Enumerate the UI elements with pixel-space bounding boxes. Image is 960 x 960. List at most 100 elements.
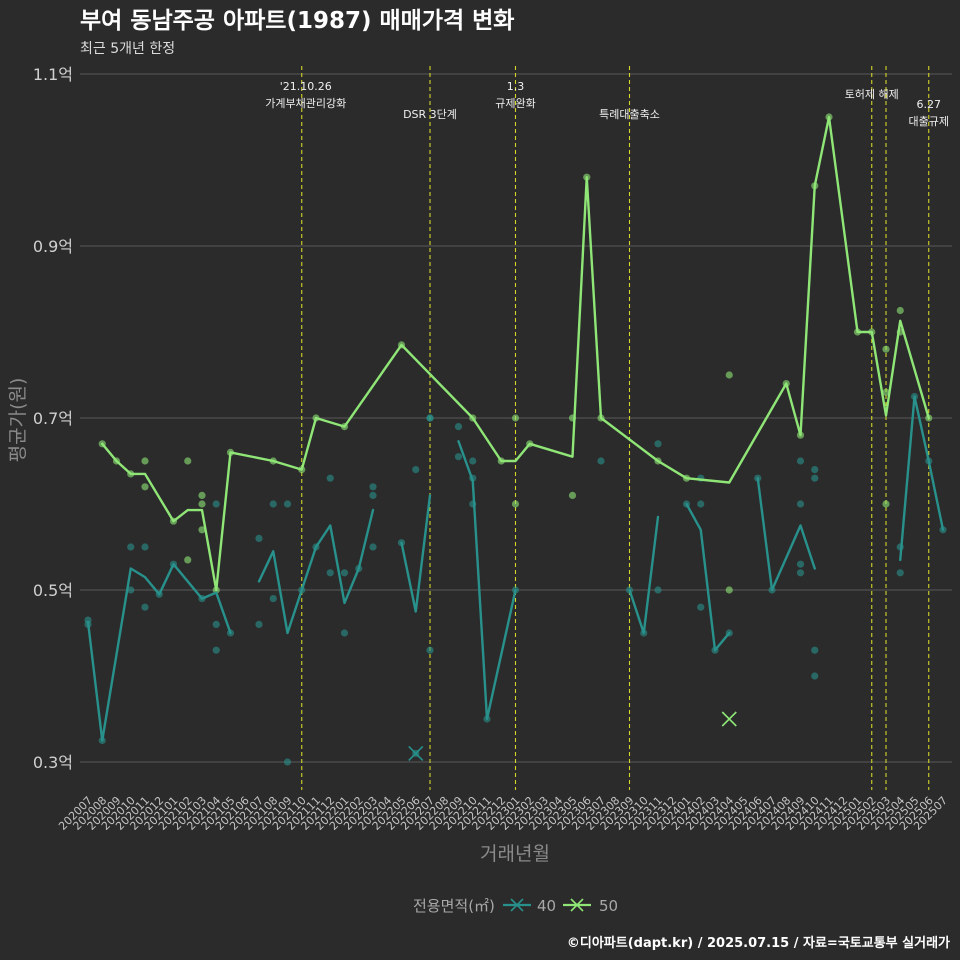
y-axis-ticks: 0.3억 0.5억 0.7억 0.9억 1.1억 [33,65,73,772]
series-40-point [283,500,292,508]
series-50-point [198,500,206,508]
series-40-point [212,620,220,629]
series-40-point [283,758,292,766]
series-50-point [141,483,149,491]
x-axis-ticks: 2020072020082020092020102020112020122021… [56,794,950,833]
series-40-point [340,629,349,637]
legend-title: 전용면적(㎡) [413,897,495,915]
series-40-point [127,543,135,551]
series-40-point [326,474,334,482]
series-40-line [400,494,432,613]
series-40-point [811,672,819,680]
series-50-point [725,586,733,594]
y-tick-label: 0.3억 [33,753,73,772]
event-label: 대출규제 [909,115,949,128]
series-50-point [882,345,890,353]
legend-label-40: 40 [537,897,556,915]
x-mark-stroke [721,711,737,727]
series-40-line [756,477,816,592]
event-label: 1.3 [507,80,525,93]
series-40-point [469,457,477,465]
x-mark-stroke [408,745,424,761]
series-40-point [811,646,819,654]
series-40-point [255,534,263,543]
series-40-point [127,586,135,594]
series-40-point [212,646,220,654]
series-50-point [896,306,904,315]
series-40-line [685,502,731,652]
legend: 전용면적(㎡) 40 50 [413,897,618,915]
series-40-line [257,508,375,635]
series-40-point [426,414,434,422]
series-40-point [141,603,149,611]
series-40-point [412,466,420,474]
y-tick-label: 1.1억 [33,65,73,84]
legend-key-50 [563,898,591,912]
series-lines [86,115,945,742]
series-40-line [457,440,517,721]
series-40-point [454,423,463,431]
series-40-point [369,543,377,551]
series-40-line [628,515,660,635]
series-50-point [882,388,890,396]
legend-key-x-icon [570,898,584,912]
series-40-line [899,395,945,562]
series-40-line [86,563,232,742]
event-label: DSR 3단계 [403,108,457,121]
series-40-point [269,595,277,603]
chart-subtitle: 최근 5개년 한정 [80,41,175,57]
source-footer: ©디아파트(dapt.kr) / 2025.07.15 / 자료=국토교통부 실… [567,935,950,951]
event-label: 가계부채관리강화 [265,97,346,110]
series-40-point [697,500,705,508]
series-50-point [198,526,206,534]
series-50-point [184,556,192,564]
series-40-point [369,483,377,491]
event-label: 규제완화 [495,97,535,110]
y-axis-title: 평균가(원) [7,378,29,463]
series-40-point [896,569,904,577]
series-40-point [697,603,705,611]
series-50-x-mark [721,711,737,727]
series-40-point [426,646,434,654]
series-40-point [340,569,349,577]
event-label: 토허제 해제 [845,87,899,101]
series-40-point [597,457,605,465]
event-label: 특례대출축소 [599,108,660,121]
series-50-point [568,491,577,499]
series-50-point [511,414,520,422]
y-tick-label: 0.9억 [33,237,73,256]
series-40-point [796,569,805,577]
series-40-point [654,440,662,448]
series-50-point [141,457,149,465]
event-label: '21.10.26 [280,80,332,93]
series-40-point [811,474,819,482]
y-tick-label: 0.7억 [33,409,73,428]
series-40-point [141,543,149,551]
series-40-point [369,491,377,499]
series-50-point [511,500,520,508]
series-50-point [184,457,192,465]
series-50-point [198,491,206,499]
series-40-point [796,500,805,508]
series-40-point [269,500,277,508]
series-40-point [326,569,334,577]
series-40-point [212,500,220,508]
series-40-point [255,620,263,629]
series-40-point [796,457,805,465]
series-40-x-mark [408,745,424,761]
series-40-point [654,586,662,594]
series-50-line [101,115,930,592]
chart-title: 부여 동남주공 아파트(1987) 매매가격 변화 [80,8,514,34]
event-label: 6.27 [917,98,942,111]
legend-key-40 [503,898,531,912]
series-40-point [796,560,805,568]
x-marked-points [408,711,737,761]
y-tick-label: 0.5억 [33,581,73,600]
x-axis-title: 거래년월 [480,843,550,865]
series-40-point [811,466,819,474]
legend-label-50: 50 [599,897,618,915]
series-50-point [882,500,890,508]
